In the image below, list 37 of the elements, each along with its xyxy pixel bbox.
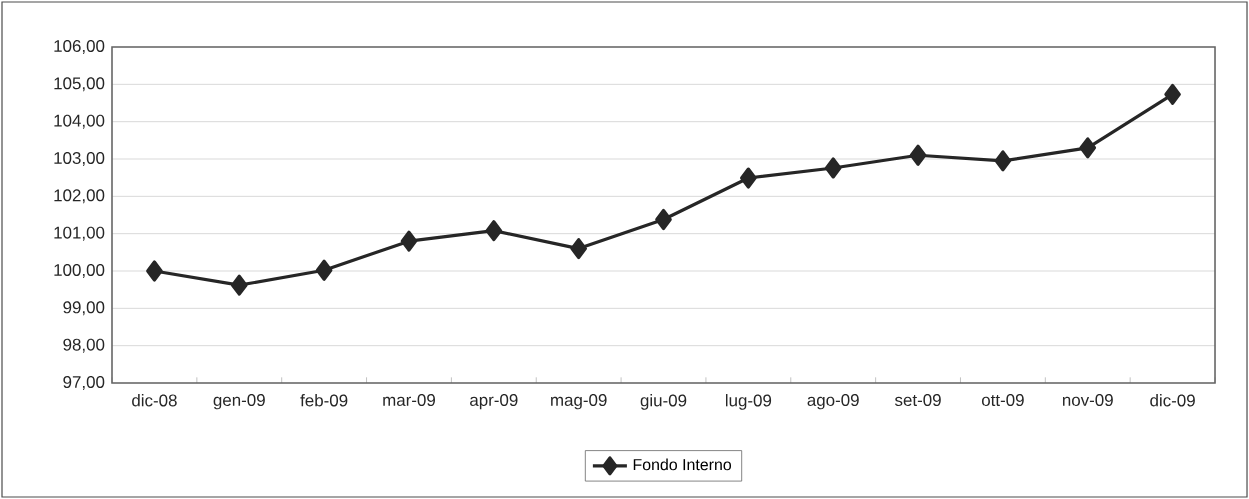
- point: [740, 167, 757, 189]
- point: [1079, 137, 1097, 159]
- x-tick-label: lug-09: [725, 394, 772, 410]
- x-tick-label: gen-09: [213, 394, 265, 410]
- y-tick-label: 99,00: [63, 301, 105, 316]
- point: [315, 259, 333, 281]
- point: [570, 238, 587, 260]
- x-tick-label: mar-09: [383, 394, 435, 407]
- x-tick-label: nov-09: [1062, 394, 1113, 407]
- x-tick-label: mag-09: [551, 394, 607, 410]
- y-tick-label: 97,00: [63, 376, 105, 390]
- point: [485, 220, 503, 242]
- x-tick-label: feb-09: [300, 394, 348, 407]
- y-tick-label: 105,00: [54, 77, 105, 92]
- point: [824, 157, 842, 179]
- point: [400, 230, 418, 252]
- x-tick-label: set-09: [894, 394, 941, 407]
- point: [994, 150, 1012, 172]
- y-tick-label: 102,00: [54, 189, 105, 204]
- x-tick-label: ago-09: [807, 394, 859, 410]
- y-tick-label: 106,00: [54, 40, 105, 54]
- x-tick-label: giu-09: [640, 394, 687, 410]
- point: [230, 274, 248, 296]
- legend-label: Fondo Interno: [633, 458, 732, 471]
- y-tick-label: 98,00: [63, 338, 105, 353]
- x-tick-label: apr-09: [470, 394, 518, 410]
- y-tick-label: 101,00: [54, 226, 105, 241]
- point: [1164, 83, 1181, 105]
- point: [146, 260, 163, 282]
- y-tick-label: 100,00: [54, 264, 105, 278]
- x-tick-label: ott-09: [981, 394, 1024, 407]
- y-tick-label: 104,00: [54, 114, 105, 129]
- x-tick-label: dic-09: [1150, 394, 1195, 407]
- point: [655, 208, 672, 231]
- point: [909, 144, 927, 166]
- x-tick-label: dic-08: [132, 394, 177, 407]
- y-tick-label: 103,00: [54, 152, 105, 166]
